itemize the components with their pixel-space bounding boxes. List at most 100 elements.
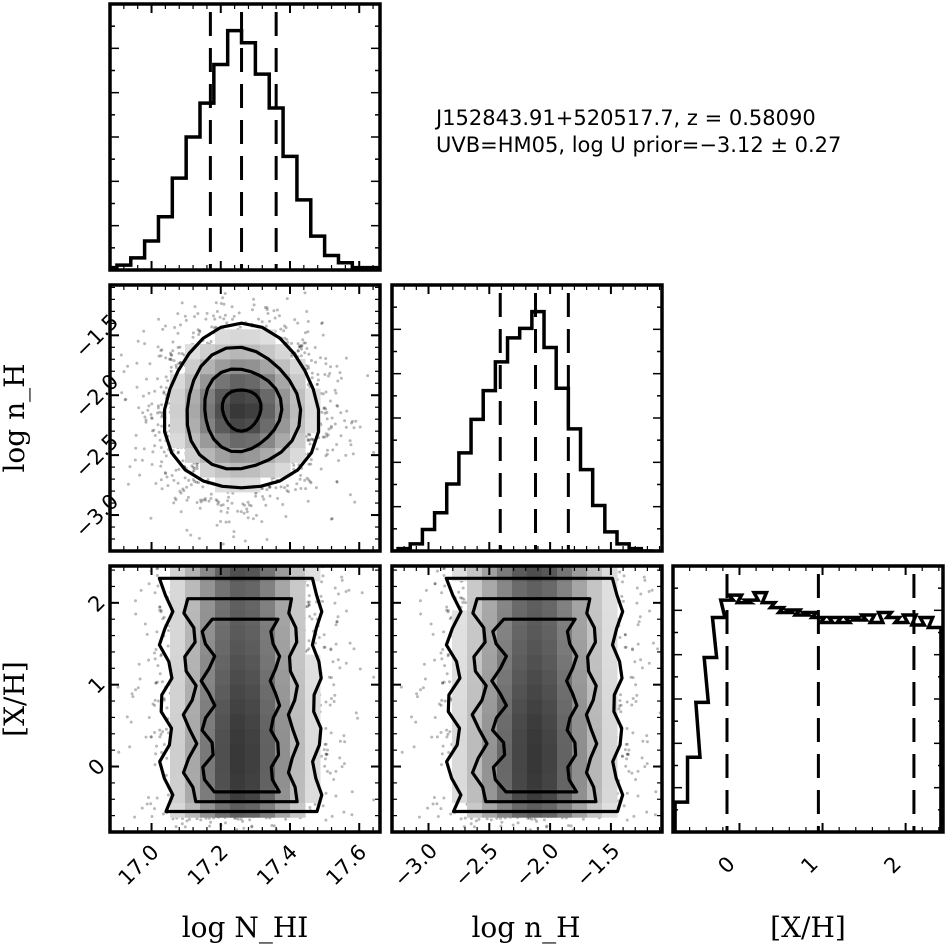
sample-point xyxy=(169,358,173,362)
sample-point xyxy=(328,399,332,403)
sample-point xyxy=(338,739,342,743)
sample-point xyxy=(308,442,312,446)
sample-point xyxy=(177,351,181,355)
sample-point xyxy=(126,364,130,368)
sample-point xyxy=(283,336,287,340)
sample-point xyxy=(163,471,167,475)
sample-point xyxy=(195,480,198,484)
sample-point xyxy=(304,341,307,345)
sample-point xyxy=(323,411,327,415)
sample-point xyxy=(254,494,258,498)
sample-point xyxy=(320,322,324,325)
sample-point xyxy=(236,817,240,821)
sample-point xyxy=(329,731,333,735)
sample-point xyxy=(331,448,335,452)
sample-point xyxy=(262,497,266,501)
sample-point xyxy=(294,488,297,492)
sample-point xyxy=(134,612,138,616)
sample-point xyxy=(215,310,219,313)
sample-point xyxy=(154,681,158,685)
sample-point xyxy=(320,410,324,414)
panel-hist-logNHI xyxy=(108,2,382,272)
sample-point xyxy=(159,732,163,736)
density-cell xyxy=(200,403,216,419)
sample-point xyxy=(166,379,170,383)
sample-point xyxy=(183,314,187,318)
density-cell xyxy=(290,403,306,419)
sample-point xyxy=(321,392,325,396)
density-cell xyxy=(170,388,186,404)
sample-point xyxy=(176,346,180,349)
sample-point xyxy=(329,426,333,430)
sample-point xyxy=(224,520,228,524)
sample-point xyxy=(286,341,290,344)
sample-point xyxy=(149,735,153,739)
sample-point xyxy=(332,778,336,781)
sample-point xyxy=(173,326,177,329)
sample-point xyxy=(296,321,300,325)
density-cell xyxy=(185,358,201,375)
sample-point xyxy=(154,482,158,485)
sample-point xyxy=(320,580,324,584)
sample-point xyxy=(344,425,348,429)
sample-point xyxy=(296,349,300,353)
sample-point xyxy=(164,356,168,360)
sample-point xyxy=(300,344,304,348)
sample-point xyxy=(306,438,310,441)
sample-point xyxy=(329,517,333,521)
sample-point xyxy=(336,615,340,619)
sample-point xyxy=(354,419,358,423)
sample-point xyxy=(153,763,157,767)
sample-point xyxy=(295,482,299,486)
sample-point xyxy=(205,311,209,315)
sample-point xyxy=(247,503,251,507)
sample-point xyxy=(162,615,166,619)
sample-point xyxy=(299,354,303,358)
sample-point xyxy=(176,331,180,335)
sample-point xyxy=(307,352,311,356)
sample-point xyxy=(243,539,247,543)
sample-point xyxy=(217,559,220,562)
density-cell xyxy=(245,477,261,493)
sample-point xyxy=(344,590,348,593)
density-cell xyxy=(230,477,246,493)
sample-point xyxy=(316,373,320,376)
sample-point xyxy=(325,411,329,414)
sample-point xyxy=(226,506,230,510)
sample-point xyxy=(178,345,182,349)
sample-point xyxy=(249,504,253,508)
sample-point xyxy=(276,496,280,500)
sample-point xyxy=(232,314,236,318)
sample-point xyxy=(158,735,162,739)
sample-point xyxy=(323,757,327,761)
contour-line xyxy=(163,321,321,490)
sample-point xyxy=(234,552,237,555)
sample-point xyxy=(302,341,306,345)
sample-point xyxy=(153,698,157,702)
sample-point xyxy=(159,446,163,449)
density-cell xyxy=(260,418,276,434)
sample-point xyxy=(181,487,185,491)
sample-point xyxy=(144,418,148,422)
sample-point xyxy=(300,347,303,351)
sample-point xyxy=(272,309,276,313)
sample-point xyxy=(308,438,312,442)
sample-point xyxy=(322,435,326,439)
sample-point xyxy=(156,345,160,349)
sample-point xyxy=(349,443,353,447)
sample-point xyxy=(181,459,185,463)
hist-area xyxy=(392,293,654,551)
sample-point xyxy=(307,478,311,482)
sample-point xyxy=(221,542,225,546)
sample-point xyxy=(158,672,162,676)
sample-point xyxy=(140,458,144,462)
sample-point xyxy=(317,378,320,382)
sample-point xyxy=(158,438,162,442)
sample-point xyxy=(306,439,310,443)
sample-point xyxy=(184,318,188,322)
sample-point xyxy=(161,617,165,621)
sample-point xyxy=(303,291,307,295)
sample-point xyxy=(156,377,159,381)
sample-point xyxy=(157,317,161,321)
sample-point xyxy=(239,510,243,514)
